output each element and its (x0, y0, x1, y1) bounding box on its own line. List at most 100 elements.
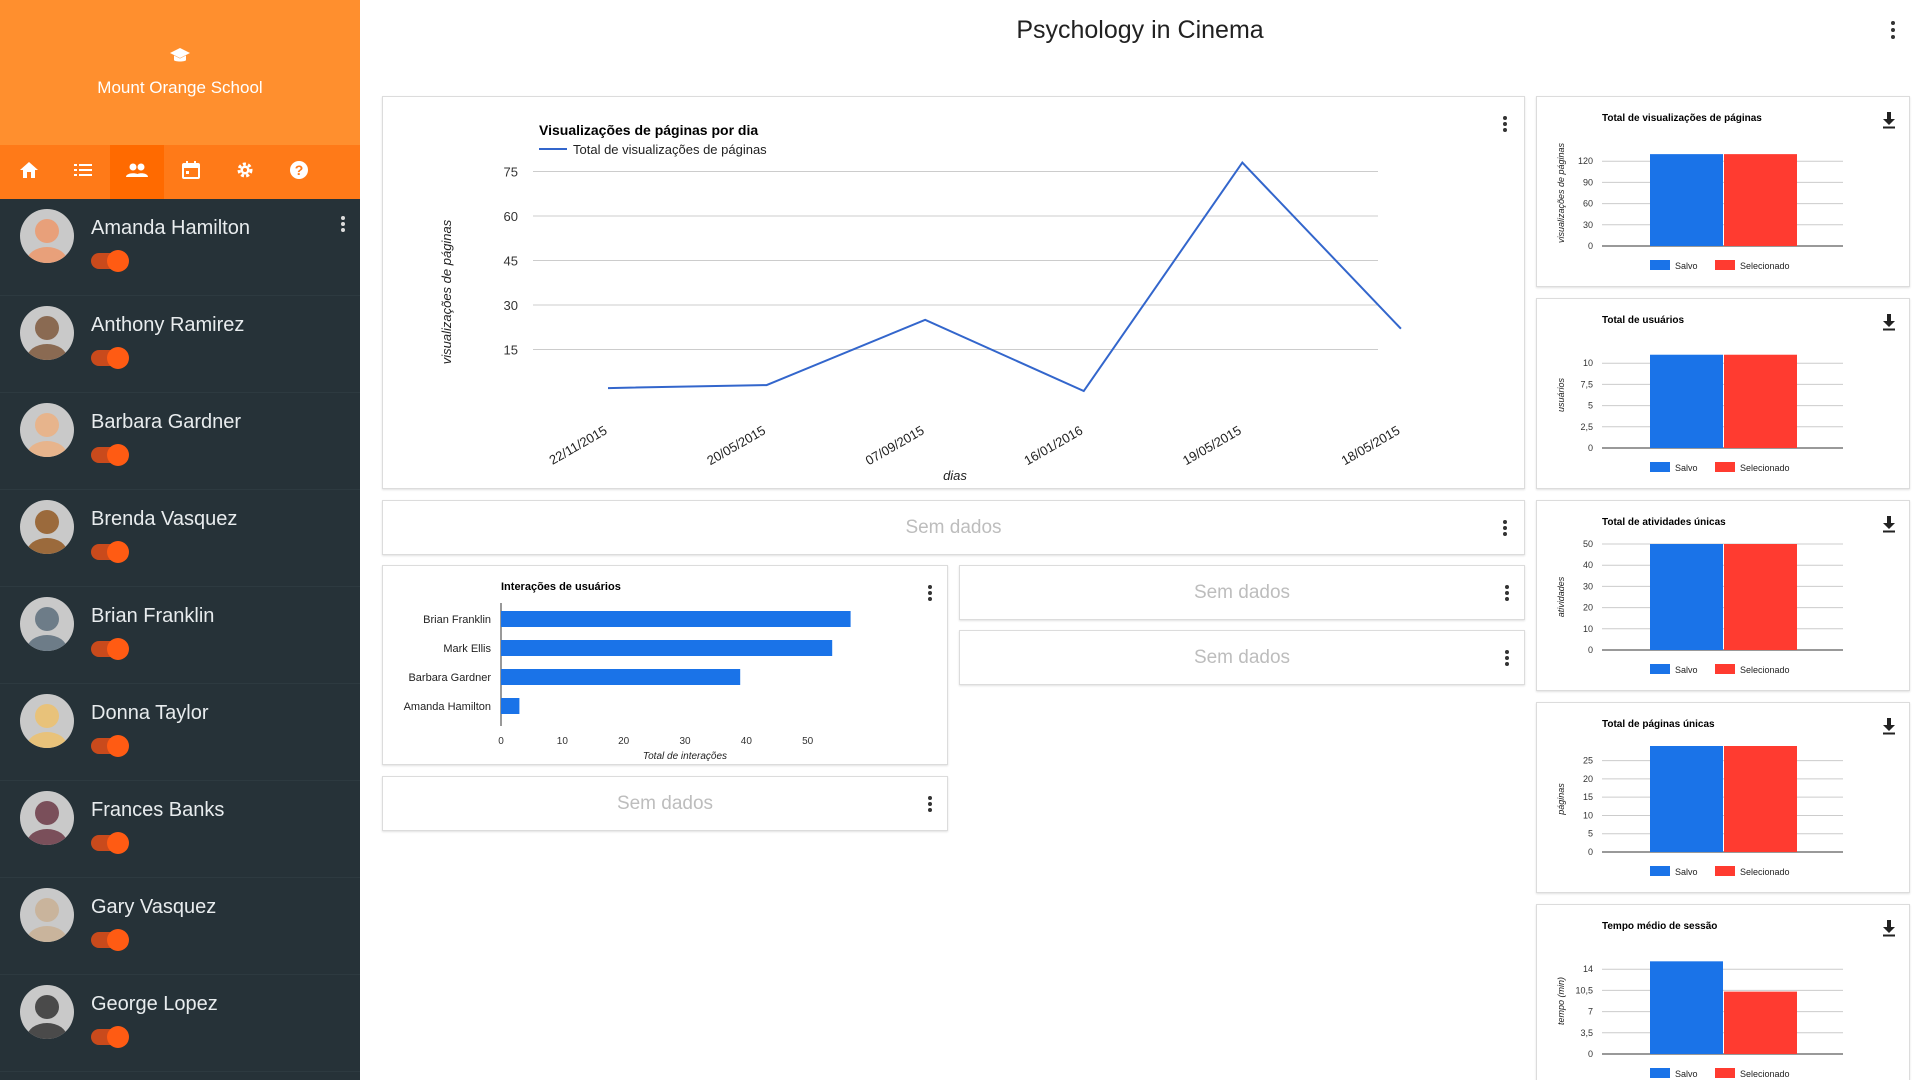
legend-label: Selecionado (1740, 463, 1790, 473)
page-views-line-chart: Visualizações de páginas por dia Total de… (439, 122, 1402, 483)
nav-home[interactable] (2, 145, 56, 199)
card-menu-button[interactable] (927, 795, 933, 818)
user-enabled-toggle[interactable] (91, 250, 129, 272)
nav-calendar[interactable] (164, 145, 218, 199)
kebab-icon (928, 585, 932, 601)
bar (1650, 154, 1723, 246)
stat-bar-chart: Tempo médio de sessão 0 3,5 7 10,5 14 tempo (m… (1556, 921, 1843, 1079)
user-list-item[interactable]: Brenda Vasquez (0, 490, 360, 587)
y-tick-label: 45 (504, 254, 518, 269)
legend-swatch (1650, 664, 1670, 674)
nav-settings[interactable] (218, 145, 272, 199)
y-tick-label: 15 (504, 343, 518, 358)
card-menu-button[interactable] (1504, 584, 1510, 607)
nav-list[interactable] (56, 145, 110, 199)
download-button[interactable] (1881, 111, 1897, 134)
toggle-knob (107, 638, 129, 660)
legend-swatch (1715, 664, 1735, 674)
bar (501, 640, 833, 656)
user-list-item[interactable]: Frances Banks (0, 781, 360, 878)
y-tick-label: 30 (504, 298, 518, 313)
download-button[interactable] (1881, 313, 1897, 336)
user-list-item[interactable]: Amanda Hamilton (0, 199, 360, 296)
bar (1650, 746, 1723, 852)
y-axis-label: visualizações de páginas (1556, 142, 1566, 243)
y-tick-label: 20 (1583, 603, 1593, 613)
user-name: Frances Banks (91, 799, 225, 821)
card-menu-button[interactable] (1504, 649, 1510, 672)
user-enabled-toggle[interactable] (91, 444, 129, 466)
legend-swatch (1650, 1068, 1670, 1078)
user-menu-button[interactable] (340, 215, 346, 238)
card-menu-button[interactable] (1502, 115, 1508, 138)
y-tick-label: 14 (1583, 964, 1593, 974)
user-enabled-toggle[interactable] (91, 832, 129, 854)
gear-icon (235, 160, 255, 185)
stat-chart-card: Total de usuários 0 2,5 5 7,5 10 usuários Salvo… (1536, 298, 1910, 489)
user-list-item[interactable]: George Lopez (0, 975, 360, 1072)
download-icon (1883, 314, 1895, 331)
calendar-icon (182, 160, 200, 184)
school-brand[interactable]: Mount Orange School (0, 0, 360, 145)
stat-bar-chart: Total de páginas únicas 0 5 10 15 20 25 páginas… (1556, 719, 1843, 877)
legend-swatch (1650, 866, 1670, 876)
avatar (20, 500, 74, 554)
legend-label: Selecionado (1740, 665, 1790, 675)
category-label: Amanda Hamilton (404, 701, 491, 713)
chart-title: Total de usuários (1602, 315, 1684, 326)
user-enabled-toggle[interactable] (91, 735, 129, 757)
page-menu-button[interactable] (1890, 20, 1896, 45)
user-list-item[interactable]: Barbara Gardner (0, 393, 360, 490)
nav-help[interactable]: ? (272, 145, 326, 199)
list-icon (73, 162, 93, 183)
y-tick-label: 0 (1588, 847, 1593, 857)
stat-chart-card: Tempo médio de sessão 0 3,5 7 10,5 14 tempo (m… (1536, 904, 1910, 1080)
y-tick-label: 60 (1583, 199, 1593, 209)
user-name: Gary Vasquez (91, 896, 217, 918)
download-button[interactable] (1881, 717, 1897, 740)
page-views-chart-card: Visualizações de páginas por dia Total de… (382, 96, 1525, 489)
user-enabled-toggle[interactable] (91, 347, 129, 369)
series-line (607, 161, 1402, 393)
svg-text:?: ? (295, 162, 304, 178)
nav-users[interactable] (110, 145, 164, 199)
sidebar-nav: ? (0, 145, 360, 199)
users-icon (125, 162, 149, 183)
user-enabled-toggle[interactable] (91, 638, 129, 660)
user-list-item[interactable]: Brian Franklin (0, 587, 360, 684)
user-enabled-toggle[interactable] (91, 541, 129, 563)
y-tick-label: 50 (1583, 539, 1593, 549)
y-axis-label: usuários (1556, 377, 1566, 412)
toggle-knob (107, 347, 129, 369)
kebab-icon (1503, 520, 1507, 536)
no-data-text: Sem dados (905, 516, 1002, 538)
y-tick-label: 0 (1588, 1049, 1593, 1059)
user-list-item[interactable]: Anthony Ramirez (0, 296, 360, 393)
chart-title: Visualizações de páginas por dia (539, 122, 758, 138)
page-title: Psychology in Cinema (1016, 16, 1264, 44)
y-tick-label: 2,5 (1580, 422, 1593, 432)
y-tick-label: 10 (1583, 810, 1593, 820)
y-tick-label: 75 (504, 165, 518, 180)
download-button[interactable] (1881, 919, 1897, 942)
legend-swatch (1715, 1068, 1735, 1078)
legend-swatch (1715, 260, 1735, 270)
y-tick-label: 5 (1588, 401, 1593, 411)
no-data-text: Sem dados (1193, 646, 1291, 668)
category-label: Mark Ellis (443, 643, 491, 655)
user-name: George Lopez (91, 993, 218, 1015)
user-enabled-toggle[interactable] (91, 1026, 129, 1048)
legend-label: Total de visualizações de páginas (573, 142, 767, 157)
user-enabled-toggle[interactable] (91, 929, 129, 951)
download-button[interactable] (1881, 515, 1897, 538)
card-menu-button[interactable] (1502, 519, 1508, 542)
user-list-item[interactable]: Gary Vasquez (0, 878, 360, 975)
bar (1724, 746, 1797, 852)
avatar (20, 209, 74, 263)
card-menu-button[interactable] (927, 584, 933, 607)
x-tick-label: 16/01/2016 (1021, 423, 1085, 469)
no-data-text: Sem dados (616, 792, 714, 814)
legend-swatch (1650, 260, 1670, 270)
user-list-item[interactable]: Donna Taylor (0, 684, 360, 781)
bar (1650, 961, 1723, 1054)
